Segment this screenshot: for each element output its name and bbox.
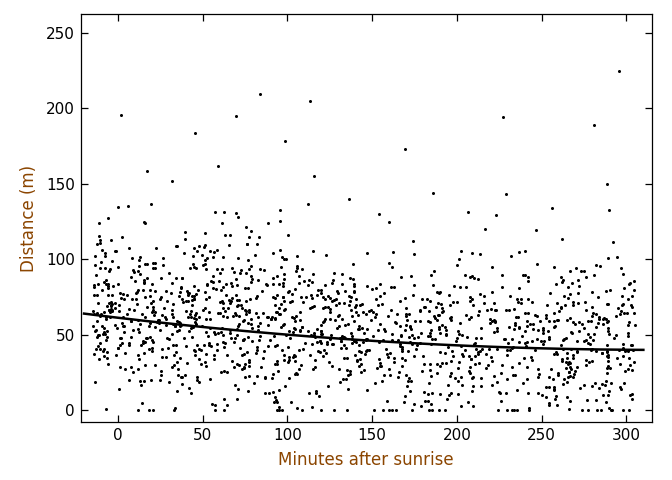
X-axis label: Minutes after sunrise: Minutes after sunrise bbox=[278, 451, 454, 469]
Y-axis label: Distance (m): Distance (m) bbox=[20, 165, 38, 272]
